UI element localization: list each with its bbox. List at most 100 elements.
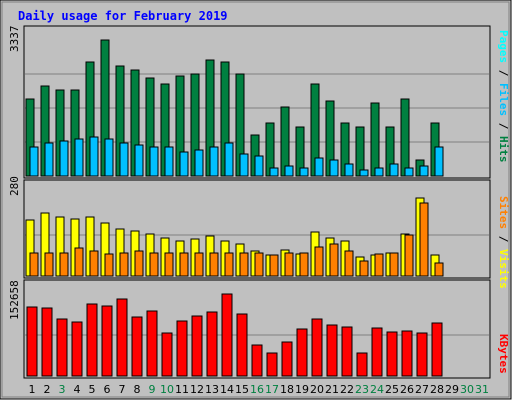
bar-hits-day-26 <box>400 98 410 177</box>
bar-files-day-6 <box>104 138 114 177</box>
bar-files-day-3 <box>59 140 69 177</box>
hits-files-bars <box>25 39 444 177</box>
bar-sites-day-20 <box>314 246 324 277</box>
kbytes-bars <box>26 293 443 377</box>
day-label-8: 8 <box>134 383 141 396</box>
legend-pages-files-hits: Pages / Files / Hits <box>497 30 510 163</box>
bar-files-day-19 <box>299 167 309 177</box>
bar-files-day-28 <box>434 146 444 177</box>
bar-kbytes-day-23 <box>356 352 368 377</box>
day-label-15: 15 <box>235 383 249 396</box>
day-label-6: 6 <box>104 383 111 396</box>
day-label-1: 1 <box>29 383 36 396</box>
bar-sites-day-28 <box>434 262 444 277</box>
bar-files-day-12 <box>194 149 204 177</box>
day-label-16: 16 <box>250 383 264 396</box>
ymax-label-visits: 280 <box>8 176 21 196</box>
day-label-20: 20 <box>310 383 324 396</box>
bar-files-day-22 <box>344 163 354 177</box>
day-label-14: 14 <box>220 383 234 396</box>
bar-sites-day-22 <box>344 250 354 277</box>
day-label-23: 23 <box>355 383 369 396</box>
bar-files-day-24 <box>374 167 384 177</box>
bar-kbytes-day-11 <box>176 320 188 377</box>
bar-files-day-8 <box>134 144 144 177</box>
day-tick-labels: 1 2 3 4 5 6 7 8 9 10 11 12 13 14 15 16 17 18 19 20 21 22 23 24 2… <box>29 383 490 396</box>
bar-sites-day-17 <box>269 254 279 277</box>
bar-files-day-23 <box>359 169 369 177</box>
bar-kbytes-day-17 <box>266 352 278 377</box>
bar-kbytes-day-22 <box>341 326 353 377</box>
bar-hits-day-24 <box>370 102 380 177</box>
bar-kbytes-day-18 <box>281 341 293 377</box>
bar-sites-day-15 <box>239 252 249 277</box>
day-label-25: 25 <box>385 383 399 396</box>
bar-kbytes-day-8 <box>131 316 143 377</box>
bar-sites-day-5 <box>89 250 99 277</box>
bar-files-day-7 <box>119 142 129 177</box>
bar-files-day-11 <box>179 151 189 177</box>
bar-files-day-27 <box>419 165 429 177</box>
bar-sites-day-2 <box>44 252 54 277</box>
bar-sites-day-10 <box>164 252 174 277</box>
bar-sites-day-3 <box>59 252 69 277</box>
day-label-13: 13 <box>205 383 219 396</box>
legend-visits: Visits <box>497 249 510 289</box>
bar-sites-day-25 <box>389 252 399 277</box>
ymax-label-hits: 3337 <box>8 26 21 53</box>
bar-files-day-2 <box>44 142 54 177</box>
bar-kbytes-day-21 <box>326 324 338 377</box>
day-label-21: 21 <box>325 383 339 396</box>
bar-files-day-14 <box>224 142 234 177</box>
bar-sites-day-1 <box>29 252 39 277</box>
bar-kbytes-day-1 <box>26 306 38 377</box>
bar-files-day-21 <box>329 159 339 177</box>
bar-files-day-26 <box>404 167 414 177</box>
bar-sites-day-26 <box>404 234 414 277</box>
bar-sites-day-24 <box>374 253 384 277</box>
legend-files: Files <box>497 83 510 116</box>
bar-files-day-18 <box>284 165 294 177</box>
bar-kbytes-day-25 <box>386 331 398 377</box>
day-label-19: 19 <box>295 383 309 396</box>
day-label-18: 18 <box>280 383 294 396</box>
day-label-29: 29 <box>445 383 459 396</box>
bar-files-day-20 <box>314 157 324 177</box>
bar-sites-day-11 <box>179 252 189 277</box>
day-label-17: 17 <box>265 383 279 396</box>
bar-sites-day-19 <box>299 252 309 277</box>
day-label-26: 26 <box>400 383 414 396</box>
bar-kbytes-day-20 <box>311 318 323 377</box>
ymax-label-kbytes: 152658 <box>8 280 21 320</box>
day-label-28: 28 <box>430 383 444 396</box>
bar-kbytes-day-12 <box>191 315 203 377</box>
bar-kbytes-day-16 <box>251 344 263 377</box>
day-label-10: 10 <box>160 383 174 396</box>
bar-files-day-16 <box>254 155 264 177</box>
bar-sites-day-9 <box>149 252 159 277</box>
bar-kbytes-day-15 <box>236 313 248 377</box>
bar-kbytes-day-13 <box>206 311 218 377</box>
bar-files-day-4 <box>74 138 84 177</box>
bar-sites-day-14 <box>224 252 234 277</box>
bar-kbytes-day-28 <box>431 322 443 377</box>
legend-sites: Sites <box>497 196 510 229</box>
bar-kbytes-day-19 <box>296 328 308 377</box>
day-label-5: 5 <box>89 383 96 396</box>
visits-sites-bars <box>25 197 444 277</box>
chart-inner-frame <box>1 1 510 398</box>
bar-sites-day-6 <box>104 253 114 277</box>
day-label-2: 2 <box>44 383 51 396</box>
day-label-4: 4 <box>74 383 81 396</box>
legend-sites-visits: Sites / Visits <box>497 196 510 289</box>
bar-kbytes-day-27 <box>416 332 428 377</box>
day-label-22: 22 <box>340 383 354 396</box>
bar-sites-day-13 <box>209 252 219 277</box>
bar-kbytes-day-6 <box>101 305 113 377</box>
bar-kbytes-day-24 <box>371 327 383 377</box>
bar-files-day-15 <box>239 153 249 177</box>
bar-kbytes-day-9 <box>146 310 158 377</box>
bar-kbytes-day-4 <box>71 321 83 377</box>
